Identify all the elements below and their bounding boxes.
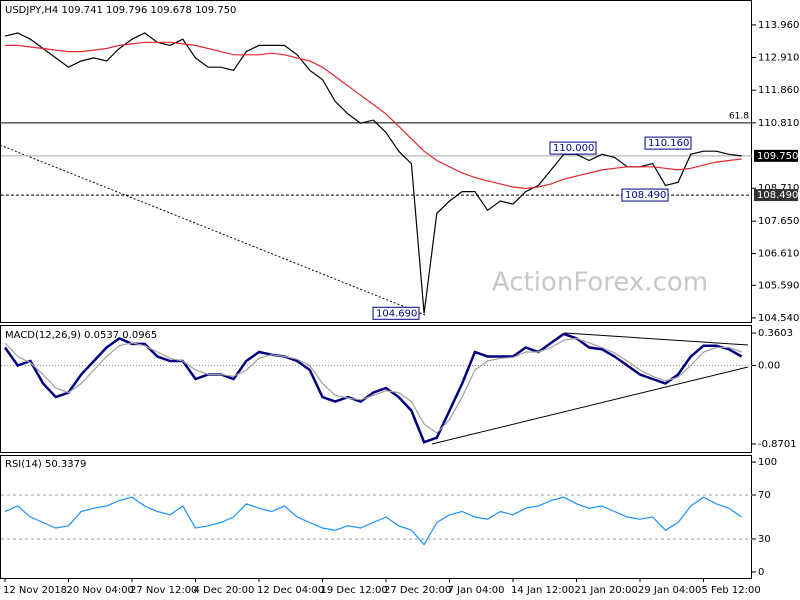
y-tick-label: 0.00 — [758, 360, 780, 371]
level-label: 108.490 — [757, 190, 798, 201]
x-tick-label: 7 Jan 04:00 — [448, 585, 505, 596]
series-line — [4, 496, 742, 546]
y-tick-label: 104.540 — [758, 313, 799, 324]
level-label: 61.8 — [729, 111, 749, 121]
trend-line — [431, 366, 749, 445]
series-line — [5, 41, 742, 190]
y-tick-label: -0.8701 — [758, 439, 797, 450]
x-tick-label: 21 Jan 20:00 — [575, 585, 638, 596]
current-box — [754, 149, 798, 162]
annotation-box — [644, 136, 692, 150]
chart-title: USDJPY,H4 109.741 109.796 109.678 109.75… — [5, 5, 236, 16]
y-tick-label: 0 — [758, 567, 764, 578]
trend-line — [564, 332, 749, 346]
annotation-box — [621, 188, 669, 202]
x-tick-label: 12 Nov 2018 — [3, 585, 67, 596]
x-tick-label: 14 Jan 12:00 — [511, 585, 574, 596]
y-tick-label: 111.860 — [758, 85, 799, 96]
annotation-label: 104.690 — [376, 308, 417, 319]
series-line — [3, 332, 743, 444]
annotation-label: 110.000 — [553, 143, 594, 154]
series-line — [4, 337, 742, 434]
annotation-box — [549, 141, 597, 155]
y-tick-label: 105.590 — [758, 280, 799, 291]
y-tick-label: 107.650 — [758, 216, 799, 227]
y-tick-label: 108.710 — [758, 183, 799, 194]
y-tick-label: 110.810 — [758, 118, 799, 129]
y-tick-label: 100 — [758, 457, 777, 468]
panel-border — [0, 0, 752, 323]
panel-border — [0, 455, 752, 579]
x-tick-label: 12 Dec 04:00 — [257, 585, 324, 596]
annotation-box — [372, 306, 420, 320]
panel-border — [0, 325, 752, 453]
panel-title: RSI(14) 50.3379 — [5, 459, 86, 470]
y-tick-label: 112.910 — [758, 53, 799, 64]
y-tick-label: 106.610 — [758, 249, 799, 260]
x-tick-label: 5 Feb 12:00 — [702, 585, 761, 596]
y-tick-label: 70 — [758, 490, 771, 501]
panel-title: MACD(12,26,9) 0.0537 0.0965 — [5, 330, 157, 341]
x-tick-label: 19 Dec 12:00 — [321, 585, 388, 596]
y-tick-label: 0.3603 — [758, 328, 793, 339]
watermark: ActionForex.com — [492, 268, 708, 298]
x-tick-label: 27 Nov 12:00 — [130, 585, 197, 596]
x-tick-label: 27 Dec 20:00 — [384, 585, 451, 596]
x-tick-label: 20 Nov 04:00 — [67, 585, 134, 596]
y-tick-label: 113.960 — [758, 20, 799, 31]
series-line — [4, 32, 742, 314]
trend-line — [0, 144, 426, 316]
current-label: 109.750 — [757, 151, 798, 162]
annotation-label: 108.490 — [625, 190, 666, 201]
x-tick-label: 29 Jan 04:00 — [638, 585, 701, 596]
x-tick-label: 4 Dec 20:00 — [194, 585, 255, 596]
y-tick-label: 30 — [758, 534, 771, 545]
annotation-label: 110.160 — [648, 138, 689, 149]
level-box — [754, 189, 798, 202]
